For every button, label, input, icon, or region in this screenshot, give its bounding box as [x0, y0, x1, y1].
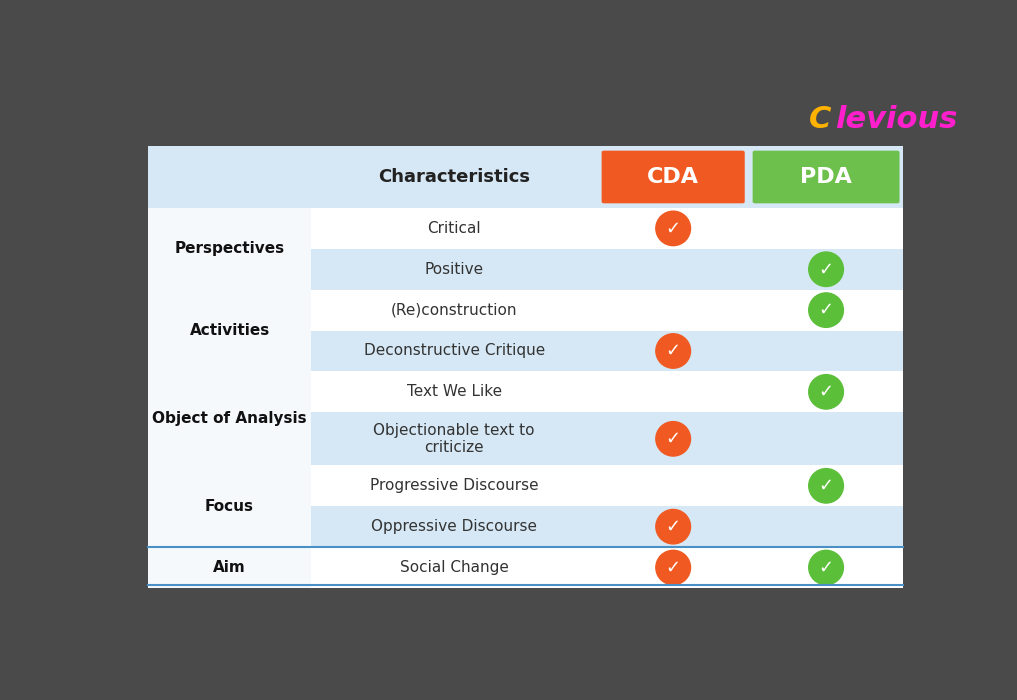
FancyBboxPatch shape: [311, 248, 903, 290]
Text: ✓: ✓: [665, 518, 680, 536]
FancyBboxPatch shape: [311, 547, 903, 588]
FancyBboxPatch shape: [602, 150, 744, 203]
Text: C: C: [809, 104, 831, 134]
FancyBboxPatch shape: [311, 208, 903, 248]
Text: ✓: ✓: [665, 430, 680, 448]
Text: Critical: Critical: [427, 221, 481, 236]
Text: Social Change: Social Change: [400, 560, 508, 575]
Ellipse shape: [656, 550, 691, 584]
FancyBboxPatch shape: [311, 412, 903, 466]
Ellipse shape: [809, 468, 843, 503]
Text: Activities: Activities: [189, 323, 270, 338]
FancyBboxPatch shape: [311, 466, 903, 506]
FancyBboxPatch shape: [148, 146, 903, 588]
FancyBboxPatch shape: [311, 506, 903, 547]
Text: Object of Analysis: Object of Analysis: [153, 411, 307, 426]
FancyBboxPatch shape: [311, 372, 903, 412]
Ellipse shape: [656, 421, 691, 456]
Ellipse shape: [809, 374, 843, 409]
Text: Perspectives: Perspectives: [175, 241, 285, 256]
Text: Aim: Aim: [214, 560, 246, 575]
FancyBboxPatch shape: [148, 146, 903, 208]
Ellipse shape: [809, 293, 843, 328]
Ellipse shape: [809, 550, 843, 584]
Ellipse shape: [809, 252, 843, 286]
Text: Objectionable text to
criticize: Objectionable text to criticize: [373, 423, 535, 455]
Text: Oppressive Discourse: Oppressive Discourse: [371, 519, 537, 534]
Text: ✓: ✓: [819, 477, 834, 495]
Text: ✓: ✓: [819, 383, 834, 401]
Text: Characteristics: Characteristics: [378, 168, 530, 186]
Text: Text We Like: Text We Like: [407, 384, 501, 399]
Text: ✓: ✓: [819, 260, 834, 279]
Text: Focus: Focus: [205, 498, 254, 514]
Text: Deconstructive Critique: Deconstructive Critique: [364, 344, 545, 358]
Text: CDA: CDA: [647, 167, 699, 187]
Text: levious: levious: [835, 104, 957, 134]
FancyBboxPatch shape: [311, 290, 903, 330]
Text: (Re)construction: (Re)construction: [391, 302, 518, 318]
Text: ✓: ✓: [665, 342, 680, 360]
Text: PDA: PDA: [800, 167, 852, 187]
FancyBboxPatch shape: [311, 330, 903, 372]
Text: ✓: ✓: [819, 301, 834, 319]
Ellipse shape: [656, 211, 691, 246]
Ellipse shape: [656, 510, 691, 544]
Text: Positive: Positive: [425, 262, 484, 276]
Text: ✓: ✓: [819, 559, 834, 577]
Ellipse shape: [656, 334, 691, 368]
Text: ✓: ✓: [665, 219, 680, 237]
Text: Progressive Discourse: Progressive Discourse: [370, 478, 539, 493]
FancyBboxPatch shape: [753, 150, 900, 203]
Text: ✓: ✓: [665, 559, 680, 577]
